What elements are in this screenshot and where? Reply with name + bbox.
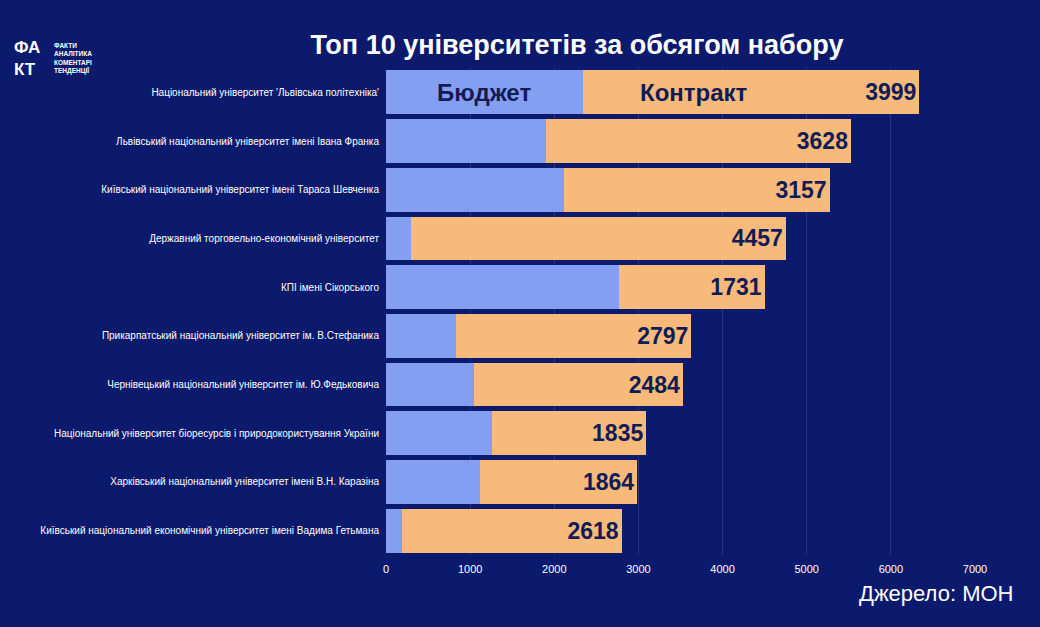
svg-text:1864: 1864: [583, 469, 634, 495]
svg-text:5000: 5000: [794, 563, 818, 575]
svg-text:Прикарпатський національний ун: Прикарпатський національний університет …: [102, 330, 380, 341]
svg-text:Київський національний економі: Київський національний економічний уніве…: [40, 525, 379, 536]
svg-text:Чернівецький національний унів: Чернівецький національний університет ім…: [107, 379, 379, 390]
svg-text:Львівський національний універ: Львівський національний університет імен…: [116, 136, 379, 147]
svg-text:1835: 1835: [592, 420, 643, 446]
svg-text:2797: 2797: [637, 323, 688, 349]
svg-text:6000: 6000: [879, 563, 903, 575]
svg-text:Джерело: МОН: Джерело: МОН: [859, 581, 1013, 606]
svg-text:Топ 10 університетів за обсяго: Топ 10 університетів за обсягом набору: [311, 30, 844, 60]
svg-text:Київський національний універс: Київський національний університет імені…: [101, 184, 379, 195]
svg-text:ФАКТ: ФАКТ: [14, 38, 40, 79]
svg-text:Бюджет: Бюджет: [437, 79, 531, 106]
svg-text:КПІ імені Сікорського: КПІ імені Сікорського: [281, 282, 379, 293]
svg-text:0: 0: [383, 563, 389, 575]
svg-text:3628: 3628: [797, 128, 848, 154]
svg-text:1731: 1731: [710, 274, 761, 300]
svg-text:3999: 3999: [865, 79, 916, 105]
svg-text:2484: 2484: [629, 372, 680, 398]
svg-text:Контракт: Контракт: [640, 79, 748, 106]
svg-text:Харківський національний уніве: Харківський національний університет іме…: [110, 476, 379, 487]
svg-text:2000: 2000: [542, 563, 566, 575]
svg-text:1000: 1000: [458, 563, 482, 575]
svg-text:3157: 3157: [775, 177, 826, 203]
svg-text:Національний університет 'Льві: Національний університет 'Львівська полі…: [151, 87, 379, 98]
svg-text:Державний торговельно-економіч: Державний торговельно-економічний універ…: [149, 233, 379, 244]
svg-text:4457: 4457: [732, 225, 783, 251]
svg-text:3000: 3000: [626, 563, 650, 575]
svg-text:7000: 7000: [963, 563, 987, 575]
svg-text:4000: 4000: [710, 563, 734, 575]
svg-text:ФАКТИАНАЛІТИКАКОМЕНТАРІТЕНДЕНЦ: ФАКТИАНАЛІТИКАКОМЕНТАРІТЕНДЕНЦІЇ: [54, 42, 92, 75]
svg-text:Національний університет біоре: Національний університет біоресурсів і п…: [54, 428, 379, 439]
svg-text:2618: 2618: [567, 518, 618, 544]
